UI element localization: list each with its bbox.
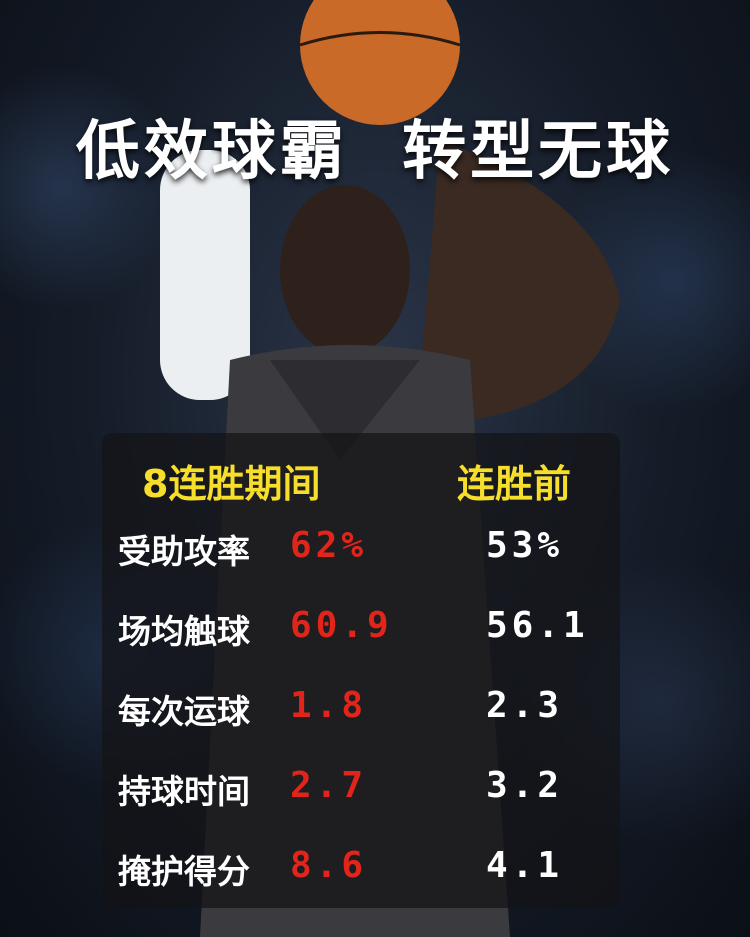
- value-before: 53%: [486, 525, 564, 566]
- basketball: [300, 0, 460, 125]
- value-during: 1.8: [290, 685, 368, 726]
- table-row: 受助攻率 62% 53%: [102, 525, 620, 575]
- headline-part-1: 低效球霸: [75, 115, 348, 189]
- value-before: 3.2: [486, 765, 564, 806]
- row-label: 持球时间: [118, 772, 250, 811]
- value-during: 2.7: [290, 765, 368, 806]
- value-before: 4.1: [486, 845, 564, 886]
- stats-table: 8连胜期间 连胜前 受助攻率 62% 53% 场均触球 60.9 56.1 每次…: [102, 433, 620, 908]
- row-label: 场均触球: [118, 612, 250, 651]
- table-row: 场均触球 60.9 56.1: [102, 605, 620, 655]
- header-before-streak: 连胜前: [457, 462, 572, 506]
- header-during-streak: 8连胜期间: [142, 462, 321, 506]
- row-label: 掩护得分: [118, 852, 250, 891]
- row-label: 每次运球: [118, 692, 250, 731]
- value-during: 8.6: [290, 845, 368, 886]
- table-row: 持球时间 2.7 3.2: [102, 765, 620, 815]
- headline: 低效球霸 转型无球: [0, 100, 750, 192]
- value-during: 62%: [290, 525, 368, 566]
- table-row: 每次运球 1.8 2.3: [102, 685, 620, 735]
- table-row: 掩护得分 8.6 4.1: [102, 845, 620, 895]
- headline-part-2: 转型无球: [402, 115, 675, 189]
- value-before: 2.3: [486, 685, 564, 726]
- row-label: 受助攻率: [118, 532, 250, 571]
- value-before: 56.1: [486, 605, 589, 646]
- value-during: 60.9: [290, 605, 393, 646]
